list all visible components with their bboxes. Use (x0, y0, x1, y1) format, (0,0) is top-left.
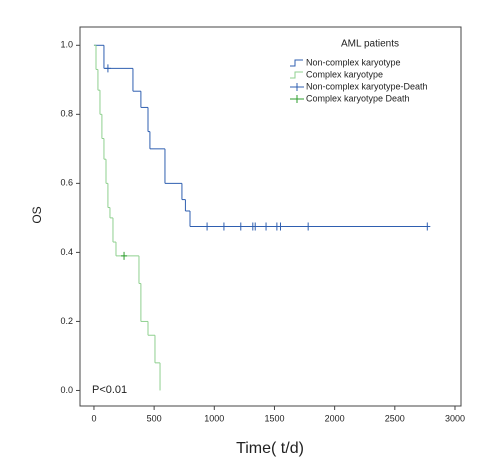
y-tick-label: 0.2 (60, 316, 73, 326)
x-tick-label: 1000 (204, 413, 224, 423)
y-tick-label: 0.6 (60, 178, 73, 188)
annotation: P<0.01 (92, 384, 127, 396)
plot-frame (79, 26, 462, 407)
x-tick-label: 0 (91, 413, 96, 423)
y-tick-label: 0.0 (60, 385, 73, 395)
censor-mark (424, 222, 431, 231)
legend-swatch (290, 71, 303, 79)
x-tick-label: 1500 (264, 413, 284, 423)
legend-title: AML patients (341, 39, 399, 50)
x-tick-label: 500 (147, 413, 162, 423)
y-tick-label: 0.4 (60, 247, 73, 257)
y-tick-label: 0.8 (60, 109, 73, 119)
censor-mark (104, 64, 111, 73)
y-axis-label: OS (30, 206, 44, 223)
legend-label: Non-complex karyotype (306, 57, 401, 67)
legend-label: Complex karyotype Death (306, 93, 410, 103)
censor-mark (220, 222, 227, 231)
y-tick-label: 1.0 (60, 40, 73, 50)
censor-mark (121, 251, 128, 260)
x-axis-label: Time( t/d) (236, 440, 304, 457)
censor-mark (277, 222, 284, 231)
x-tick-label: 3000 (445, 413, 465, 423)
x-tick-label: 2500 (385, 413, 405, 423)
legend-swatch (290, 59, 303, 67)
x-tick-label: 2000 (325, 413, 345, 423)
legend-label: Non-complex karyotype-Death (306, 81, 428, 91)
legend-label: Complex karyotype (306, 69, 383, 79)
censor-mark (204, 222, 211, 231)
censor-mark (237, 222, 244, 231)
censor-mark (305, 222, 312, 231)
censor-mark (263, 222, 270, 231)
legend-swatch (290, 95, 304, 103)
legend-swatch (290, 83, 304, 91)
censor-mark (252, 222, 259, 231)
